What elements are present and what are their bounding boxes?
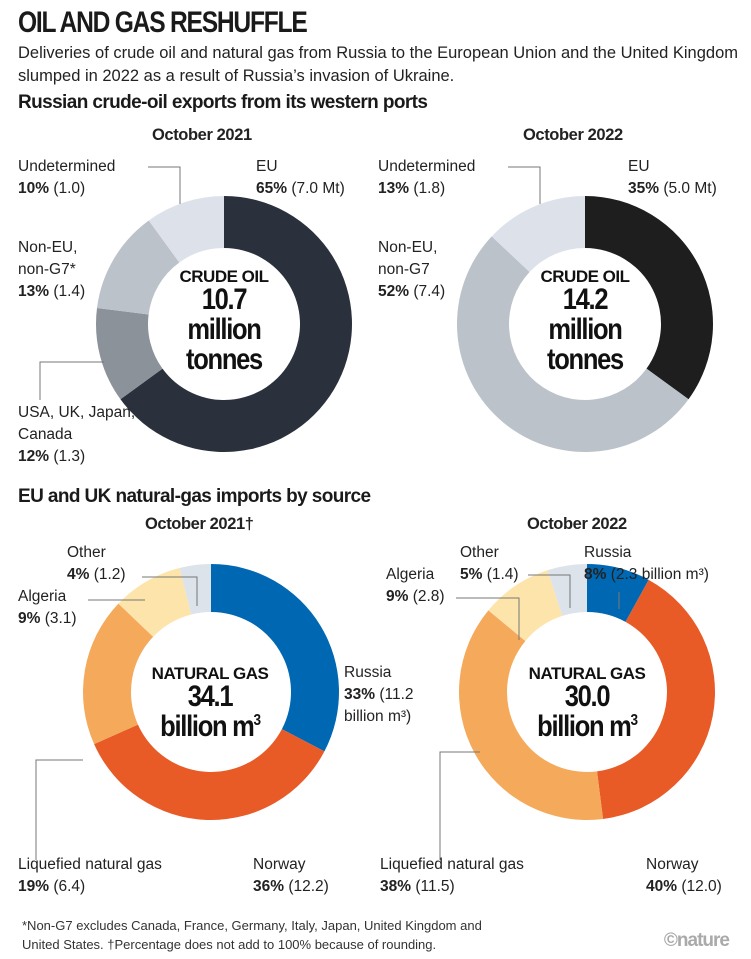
crude22-period: October 2022	[523, 126, 623, 144]
slice-liquefied-natural-gas	[459, 610, 604, 820]
title: OIL AND GAS RESHUFFLE	[18, 6, 308, 39]
label-gas22-norway: Norway 40% (12.0)	[646, 856, 722, 895]
crude21-center: CRUDE OIL 10.7 million tonnes	[179, 267, 270, 376]
slice-eu	[120, 196, 352, 453]
label-gas21-other: Other 4% (1.2)	[67, 544, 126, 583]
subtitle: Deliveries of crude oil and natural gas …	[18, 44, 738, 85]
label-gas21-lng: Liquefied natural gas 19% (6.4)	[18, 856, 162, 895]
leader-crude22-undetermined	[508, 166, 541, 204]
footnote: *Non-G7 excludes Canada, France, Germany…	[22, 918, 482, 952]
leader-crude21-usa	[39, 361, 104, 400]
leader-gas22-lng	[439, 751, 480, 860]
label-gas21-algeria: Algeria 9% (3.1)	[18, 588, 77, 627]
slice-norway	[597, 579, 715, 819]
slice-russia	[587, 564, 649, 622]
label-gas22-lng: Liquefied natural gas 38% (11.5)	[380, 856, 524, 895]
label-crude22-eu: EU 35% (5.0 Mt)	[628, 158, 717, 197]
crude-section-title: Russian crude-oil exports from its weste…	[18, 92, 428, 113]
nature-logo: ©nature	[663, 930, 730, 951]
label-gas21-norway: Norway 36% (12.2)	[253, 856, 329, 895]
gas-section-title: EU and UK natural-gas imports by source	[18, 486, 371, 507]
gas21-center: NATURAL GAS 34.1 billion m3	[151, 664, 269, 743]
slice-liquefied-natural-gas	[82, 603, 154, 745]
label-crude21-undetermined: Undetermined 10% (1.0)	[18, 158, 116, 197]
leader-gas22-other	[528, 574, 571, 608]
label-crude22-non-eu: Non-EU, non-G7 52% (7.4)	[378, 239, 446, 300]
gas22-period: October 2022	[527, 515, 627, 533]
slice-undetermined	[148, 196, 224, 263]
slice-russia	[211, 564, 339, 752]
label-gas22-other: Other 5% (1.4)	[460, 544, 519, 583]
slice-algeria	[118, 567, 192, 637]
slice-usa-uk-japan-canada	[96, 307, 163, 400]
gas22-center: NATURAL GAS 30.0 billion m3	[528, 664, 646, 743]
slice-eu	[585, 196, 713, 400]
slice-undetermined	[491, 196, 585, 272]
slice-algeria	[488, 570, 563, 642]
gas21-period: October 2021†	[145, 515, 254, 533]
label-gas22-russia: Russia 8% (2.3 billion m³)	[584, 544, 709, 583]
label-crude21-usa: USA, UK, Japan, Canada 12% (1.3)	[18, 404, 136, 465]
label-crude21-non-eu: Non-EU, non-G7* 13% (1.4)	[18, 239, 86, 300]
slice-non-eu-non-g7	[97, 220, 180, 315]
crude21-period: October 2021	[152, 126, 252, 144]
slice-norway	[94, 724, 325, 821]
leader-gas22-algeria	[456, 597, 520, 640]
slice-other	[547, 564, 587, 616]
leader-crude21-undetermined	[148, 166, 181, 204]
label-gas21-russia: Russia 33% (11.2 billion m³)	[344, 664, 414, 725]
slice-non-eu-non-g7	[457, 236, 689, 452]
label-crude21-eu: EU 65% (7.0 Mt)	[256, 158, 345, 197]
label-gas22-algeria: Algeria 9% (2.8)	[386, 566, 445, 605]
leader-gas21-other	[142, 576, 198, 606]
crude22-center: CRUDE OIL 14.2 million tonnes	[540, 267, 631, 376]
leader-gas21-lng	[35, 759, 83, 860]
label-crude22-undetermined: Undetermined 13% (1.8)	[378, 158, 476, 197]
leader-lines	[35, 166, 620, 860]
